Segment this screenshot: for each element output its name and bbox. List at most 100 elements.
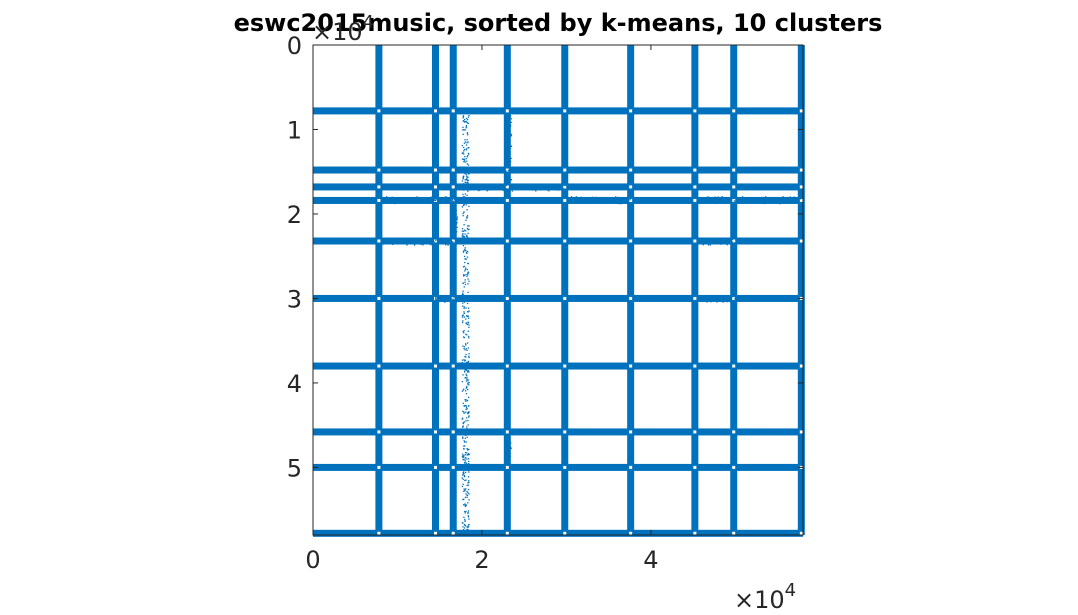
sparse-point xyxy=(464,240,466,242)
sparse-point xyxy=(610,201,612,203)
y-tick-label: 4 xyxy=(287,370,302,398)
sparse-point xyxy=(464,268,467,271)
sparse-point xyxy=(389,200,392,203)
sparse-point xyxy=(466,458,468,460)
sparse-point xyxy=(466,315,469,318)
sparse-point xyxy=(466,142,468,144)
dense-row xyxy=(313,362,803,370)
sparse-point xyxy=(464,258,466,260)
sparse-point xyxy=(707,244,710,246)
sparse-point xyxy=(462,422,465,425)
sparse-point xyxy=(441,240,444,242)
sparse-point xyxy=(444,202,446,204)
sparse-point xyxy=(464,461,467,463)
sparse-point xyxy=(528,188,531,190)
sparse-point xyxy=(463,306,465,308)
band-crossing-gap xyxy=(505,364,509,368)
band-crossing-gap xyxy=(377,239,381,243)
sparse-point xyxy=(464,437,467,439)
sparse-point xyxy=(507,120,509,122)
sparse-point xyxy=(604,201,606,203)
sparse-point xyxy=(720,294,722,297)
sparse-point xyxy=(447,298,450,300)
sparse-point xyxy=(466,234,468,237)
sparse-point xyxy=(467,416,470,418)
sparse-point xyxy=(591,196,594,198)
sparse-point xyxy=(529,184,532,186)
band-crossing-gap xyxy=(799,185,803,189)
sparse-point xyxy=(468,335,470,338)
sparse-point xyxy=(384,198,387,200)
sparse-point xyxy=(406,242,408,244)
sparse-point xyxy=(597,197,599,199)
sparse-point xyxy=(429,243,431,245)
sparse-point xyxy=(462,522,464,524)
y-exponent-label: ×104 xyxy=(312,12,374,46)
sparse-point xyxy=(508,131,510,133)
sparse-point xyxy=(453,296,455,298)
sparse-point xyxy=(444,301,446,303)
sparse-point xyxy=(462,117,464,119)
sparse-point xyxy=(727,241,729,243)
sparse-point xyxy=(772,198,774,201)
sparse-point xyxy=(467,198,469,201)
sparse-point xyxy=(404,199,406,202)
sparse-point xyxy=(431,197,433,200)
sparse-point xyxy=(429,200,432,202)
sparse-point xyxy=(463,516,465,518)
sparse-point xyxy=(506,181,508,184)
sparse-point xyxy=(722,196,725,199)
y-exponent-base: ×10 xyxy=(312,18,363,46)
sparse-point xyxy=(464,179,466,181)
sparse-point xyxy=(468,460,470,463)
sparse-point xyxy=(419,243,421,245)
sparse-point xyxy=(462,436,464,438)
sparse-point xyxy=(461,206,463,208)
sparse-point xyxy=(398,201,400,203)
sparse-point xyxy=(461,361,463,364)
sparse-point xyxy=(424,240,427,242)
sparse-point xyxy=(509,163,511,166)
sparse-point xyxy=(413,243,416,245)
sparse-point xyxy=(442,200,444,202)
sparse-point xyxy=(464,200,466,202)
sparse-point xyxy=(465,179,468,181)
sparse-point xyxy=(435,297,437,299)
sparse-point xyxy=(466,365,468,367)
sparse-point xyxy=(502,189,505,192)
sparse-point xyxy=(727,242,729,245)
sparse-point xyxy=(465,462,468,465)
sparse-point xyxy=(466,215,469,217)
sparse-point xyxy=(756,198,759,201)
sparse-point xyxy=(505,170,507,172)
sparse-point xyxy=(507,152,509,154)
plot-frame xyxy=(312,44,804,536)
sparse-point xyxy=(627,196,629,198)
sparse-point xyxy=(733,237,735,240)
sparse-point xyxy=(463,523,466,526)
sparse-point xyxy=(467,179,469,182)
sparse-point xyxy=(463,312,465,315)
sparse-point xyxy=(615,196,617,198)
sparse-point xyxy=(468,480,470,482)
sparse-point xyxy=(507,459,510,462)
sparse-point xyxy=(508,189,510,192)
sparse-point xyxy=(463,160,465,163)
sparse-point xyxy=(466,187,468,189)
sparse-point xyxy=(380,202,383,204)
sparse-point xyxy=(467,405,470,407)
band-crossing-gap xyxy=(505,109,509,113)
sparse-point xyxy=(462,456,464,459)
sparse-point xyxy=(702,241,705,243)
sparse-point xyxy=(463,146,465,149)
sparse-point xyxy=(463,142,466,144)
sparse-point xyxy=(466,361,468,364)
sparse-point xyxy=(510,121,512,124)
sparse-point xyxy=(615,200,618,202)
sparse-point xyxy=(463,445,465,447)
sparse-point xyxy=(466,217,468,219)
sparse-point xyxy=(436,298,438,301)
sparse-point xyxy=(509,113,511,115)
sparse-point xyxy=(467,512,469,514)
